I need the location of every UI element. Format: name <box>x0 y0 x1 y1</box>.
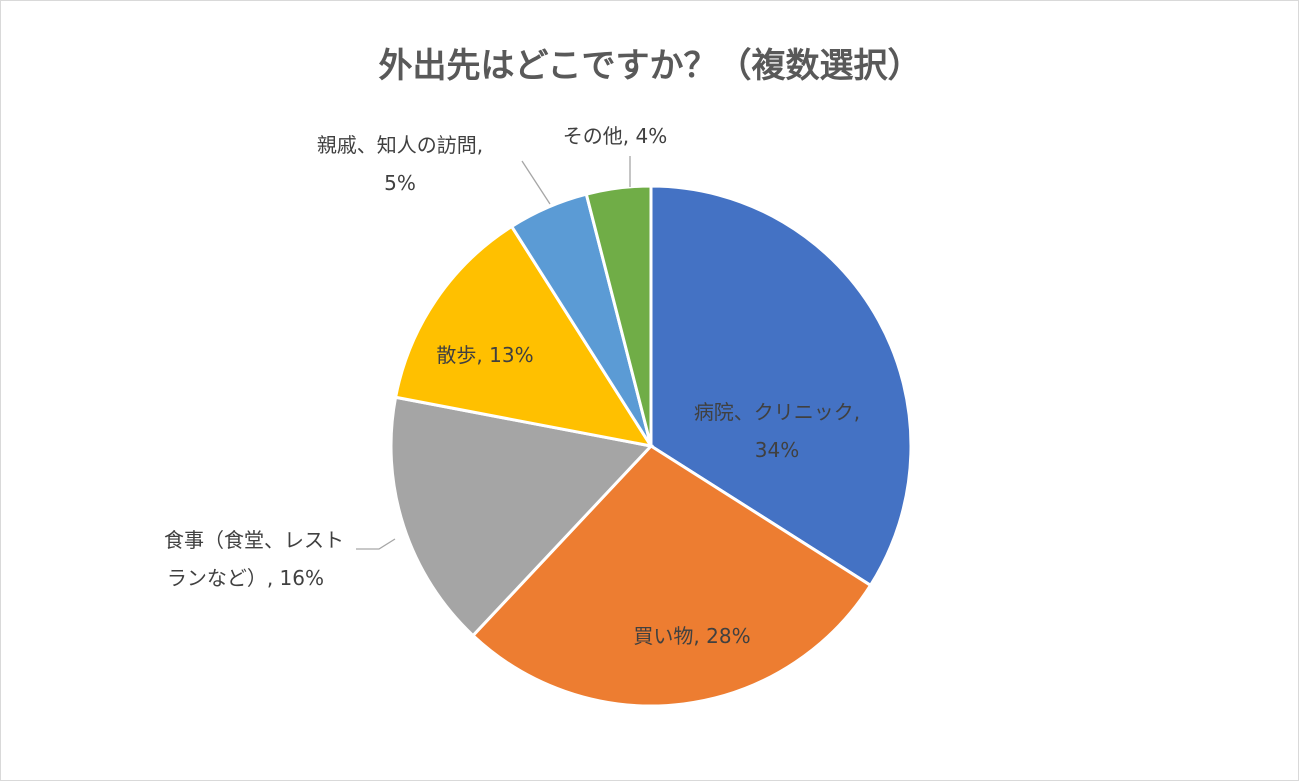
data-labels-group: 病院、クリニック, 34% 買い物, 28% 食事（食堂、レストランなど）, 16% 散… <box>164 124 860 648</box>
chart-title: 外出先はどこですか？（複数選択） <box>379 46 922 86</box>
data-label-1-line-1: 病院、クリニック, <box>694 400 860 424</box>
data-label-5-line-1: 親戚、知人の訪問, <box>317 133 483 157</box>
pie-slice-4 <box>393 224 655 449</box>
pie-slice-2 <box>470 444 873 708</box>
data-label-4: 散歩, 13% <box>436 343 533 367</box>
data-label-1: 病院、クリニック, 34% <box>694 400 860 462</box>
data-label-6: その他, 4% <box>563 124 667 148</box>
data-label-3-line-2: ランなど）, 16% <box>167 566 324 590</box>
data-label-6-line-1: その他, 4% <box>563 124 667 148</box>
data-label-4-line-1: 散歩, 13% <box>436 343 533 367</box>
pie-slice-6 <box>584 184 653 447</box>
data-label-3-line-1: 食事（食堂、レスト <box>164 528 344 552</box>
data-label-5: 親戚、知人の訪問, 5% <box>317 133 483 195</box>
data-label-5-line-2: 5% <box>384 171 416 195</box>
data-label-2: 買い物, 28% <box>633 624 750 648</box>
data-label-2-line-1: 買い物, 28% <box>633 624 750 648</box>
data-label-1-line-2: 34% <box>755 438 799 462</box>
leader-lines-group <box>356 156 631 550</box>
leader-line-5 <box>521 160 551 205</box>
leader-line-3 <box>356 538 396 550</box>
data-label-3: 食事（食堂、レストランなど）, 16% <box>164 528 344 590</box>
slices-group <box>389 184 913 708</box>
pie-slice-3 <box>389 395 654 638</box>
